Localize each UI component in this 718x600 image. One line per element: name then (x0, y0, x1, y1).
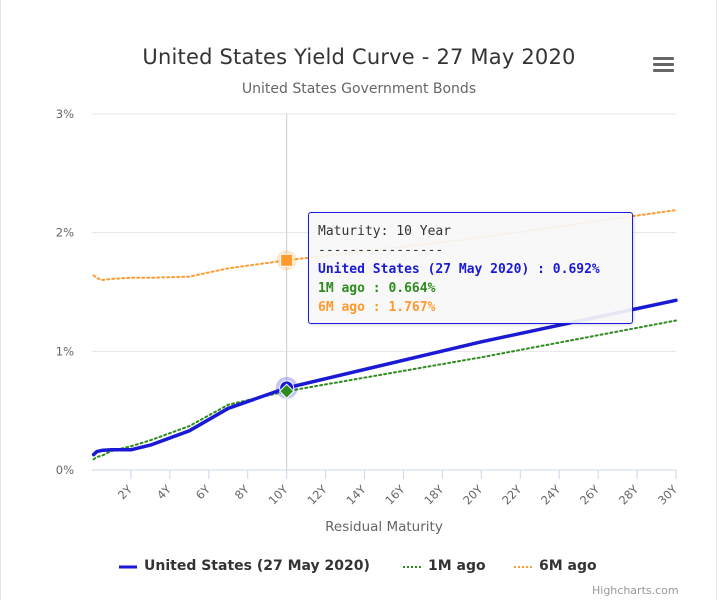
y-tick-label: 2% (56, 226, 74, 240)
series-line-1m (92, 319, 677, 461)
chart-subtitle: United States Government Bonds (241, 81, 477, 97)
chart-legend: United States (27 May 2020) 1M ago 6M ag… (0, 557, 718, 579)
tooltip-heading: Maturity: 10 Year (318, 224, 452, 239)
legend-item-6m[interactable]: 6M ago (513, 557, 609, 577)
legend-item-1m[interactable]: 1M ago (402, 557, 498, 577)
x-tick-label: 18Y (421, 482, 447, 508)
tooltip-line-1m: 1M ago : 0.664% (318, 281, 436, 296)
legend-dotted-line-icon (514, 566, 532, 568)
x-tick-label: 8Y (232, 482, 253, 503)
x-tick-label: 30Y (655, 482, 681, 508)
legend-item-us[interactable]: United States (27 May 2020) (118, 557, 380, 577)
x-tick-label: 4Y (154, 482, 175, 503)
legend-label: 1M ago (428, 558, 486, 574)
x-tick-label: 6Y (193, 482, 214, 503)
x-tick-label: 20Y (460, 482, 486, 508)
y-tick-label: 0% (56, 463, 74, 477)
hamburger-menu-icon[interactable] (648, 52, 678, 78)
legend-dotted-line-icon (403, 566, 421, 568)
x-tick-label: 10Y (266, 482, 292, 508)
y-tick-label: 3% (56, 107, 74, 121)
hover-markers (275, 250, 298, 399)
legend-label: 6M ago (539, 558, 597, 574)
chart-frame-right-border (716, 0, 717, 600)
x-tick-label: 24Y (538, 482, 564, 508)
tooltip-line-6m: 6M ago : 1.767% (318, 300, 436, 315)
menu-bar (653, 57, 674, 60)
marker-6m (280, 253, 294, 267)
tooltip-separator: ---------------- (318, 243, 444, 258)
x-tick-label: 26Y (577, 482, 603, 508)
marker-1m (278, 383, 295, 399)
chart-tooltip: Maturity: 10 Year ---------------- Unite… (308, 212, 633, 324)
chart-frame-left-border (0, 0, 1, 600)
x-tick-label: 14Y (343, 482, 369, 508)
axes: 0% 1% 2% 3% 2Y 4Y 6Y 8Y 10Y 12Y 14Y 16Y 18Y 20Y 22Y 24Y… (56, 107, 681, 507)
x-tick-label: 22Y (499, 482, 525, 508)
y-tick-label: 1% (56, 344, 74, 358)
legend-label: United States (27 May 2020) (144, 558, 370, 574)
chart-title: United States Yield Curve - 27 May 2020 (142, 45, 576, 69)
menu-bar (653, 63, 674, 66)
legend-line-icon (119, 565, 137, 569)
tooltip-line-us: United States (27 May 2020) : 0.692% (318, 262, 600, 277)
x-tick-label: 2Y (115, 482, 136, 503)
menu-bar (653, 69, 674, 72)
x-tick-label: 12Y (304, 482, 330, 508)
x-tick-label: 16Y (382, 482, 408, 508)
series-line-us (91, 298, 678, 457)
credits-link[interactable]: Highcharts.com (592, 584, 679, 597)
x-axis-title: Residual Maturity (325, 519, 443, 535)
x-tick-label: 28Y (616, 482, 642, 508)
